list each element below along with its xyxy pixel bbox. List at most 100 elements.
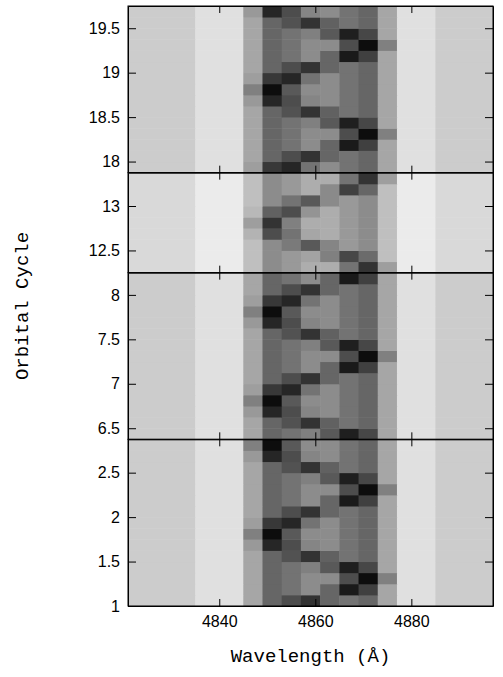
heatmap-cell	[282, 62, 302, 74]
heatmap-cell	[195, 539, 244, 551]
heatmap-cell	[320, 150, 340, 162]
heatmap-cell	[397, 306, 436, 318]
heatmap-cell	[339, 62, 359, 74]
heatmap-cell	[397, 39, 436, 51]
y-tick: 2	[111, 509, 136, 526]
heatmap-cell	[359, 239, 379, 251]
heatmap-cell	[339, 228, 359, 240]
axis-line	[128, 273, 129, 440]
heatmap-cell	[359, 562, 379, 574]
heatmap-cell	[397, 450, 436, 462]
y-tick: 18	[102, 153, 136, 170]
heatmap-cell	[262, 206, 282, 218]
y-tick-label: 13	[102, 198, 120, 215]
heatmap-cell	[243, 128, 263, 140]
heatmap-cell	[262, 417, 282, 429]
heatmap-cell	[243, 584, 263, 596]
heatmap-cell	[320, 550, 340, 562]
heatmap-cell	[378, 295, 398, 307]
heatmap-cell	[320, 139, 340, 151]
heatmap-cell	[195, 62, 244, 74]
heatmap-cell	[128, 295, 196, 307]
heatmap-cell	[195, 495, 244, 507]
axis-line	[128, 173, 129, 273]
heatmap-cell	[378, 262, 398, 273]
y-tick-mark	[128, 339, 136, 340]
heatmap-cell	[378, 573, 398, 585]
heatmap-cell	[339, 39, 359, 51]
heatmap-cell	[282, 6, 302, 18]
heatmap-cell	[243, 273, 263, 285]
heatmap-cell	[243, 517, 263, 529]
heatmap-cell	[243, 106, 263, 118]
y-tick-label: 19	[102, 64, 120, 81]
heatmap-cell	[282, 228, 302, 240]
heatmap-cell	[128, 584, 196, 596]
axis-line	[128, 7, 129, 174]
heatmap-cell	[320, 84, 340, 96]
heatmap-cell	[359, 406, 379, 418]
heatmap-cell	[435, 195, 493, 207]
heatmap-cell	[262, 428, 282, 439]
heatmap-cell	[301, 528, 321, 540]
heatmap-cell	[435, 39, 493, 51]
heatmap-cell	[128, 39, 196, 51]
heatmap-cell	[397, 50, 436, 62]
axis-line	[493, 273, 494, 440]
heatmap-cell	[243, 184, 263, 196]
heatmap-cell	[195, 506, 244, 518]
heatmap-cell	[282, 362, 302, 374]
heatmap-cell	[282, 317, 302, 329]
heatmap-cell	[128, 428, 196, 439]
heatmap-cell	[195, 406, 244, 418]
x-tick-mark	[315, 166, 316, 173]
x-tick	[315, 266, 316, 273]
y-tick-mark	[128, 473, 136, 474]
heatmap-cell	[359, 306, 379, 318]
heatmap-cell	[339, 395, 359, 407]
y-tick-label: 6.5	[98, 420, 120, 437]
heatmap-cell	[397, 228, 436, 240]
y-axis: 11.522.5	[98, 440, 136, 615]
heatmap-cell	[243, 139, 263, 151]
axis-line	[129, 6, 494, 7]
x-tick-mark	[219, 166, 220, 173]
heatmap-cell	[378, 95, 398, 107]
y-axis-right	[485, 440, 494, 607]
heatmap-cell	[282, 528, 302, 540]
heatmap-cell	[359, 73, 379, 85]
heatmap-cell	[378, 173, 398, 185]
heatmap-cell	[262, 173, 282, 185]
x-tick-mark	[315, 173, 316, 180]
heatmap-cell	[435, 95, 493, 107]
heatmap-cell	[262, 184, 282, 196]
heatmap-cell	[435, 62, 493, 74]
heatmap-panel	[128, 173, 493, 273]
heatmap-cell	[378, 139, 398, 151]
heatmap-cell	[397, 339, 436, 351]
heatmap-cell	[378, 373, 398, 385]
heatmap-cell	[378, 517, 398, 529]
heatmap-cell	[243, 528, 263, 540]
panel-frame	[128, 273, 493, 440]
heatmap-cell	[128, 273, 196, 285]
heatmap-cell	[359, 6, 379, 18]
y-tick-mark	[485, 206, 493, 207]
heatmap-cell	[397, 350, 436, 362]
heatmap-cell	[320, 173, 340, 185]
heatmap-cell	[339, 117, 359, 129]
heatmap-cell	[195, 206, 244, 218]
heatmap-cell	[397, 250, 436, 262]
heatmap-cell	[195, 73, 244, 85]
heatmap-cell	[359, 506, 379, 518]
heatmap-cell	[397, 550, 436, 562]
heatmap-cell	[397, 317, 436, 329]
heatmap-cell	[282, 428, 302, 439]
heatmap-cell	[320, 250, 340, 262]
heatmap-cell	[339, 295, 359, 307]
y-axis: 12.513	[89, 173, 136, 273]
y-tick: 2.5	[98, 464, 136, 481]
x-tick-mark	[411, 432, 412, 439]
heatmap-cell	[195, 417, 244, 429]
x-tick	[219, 166, 220, 173]
